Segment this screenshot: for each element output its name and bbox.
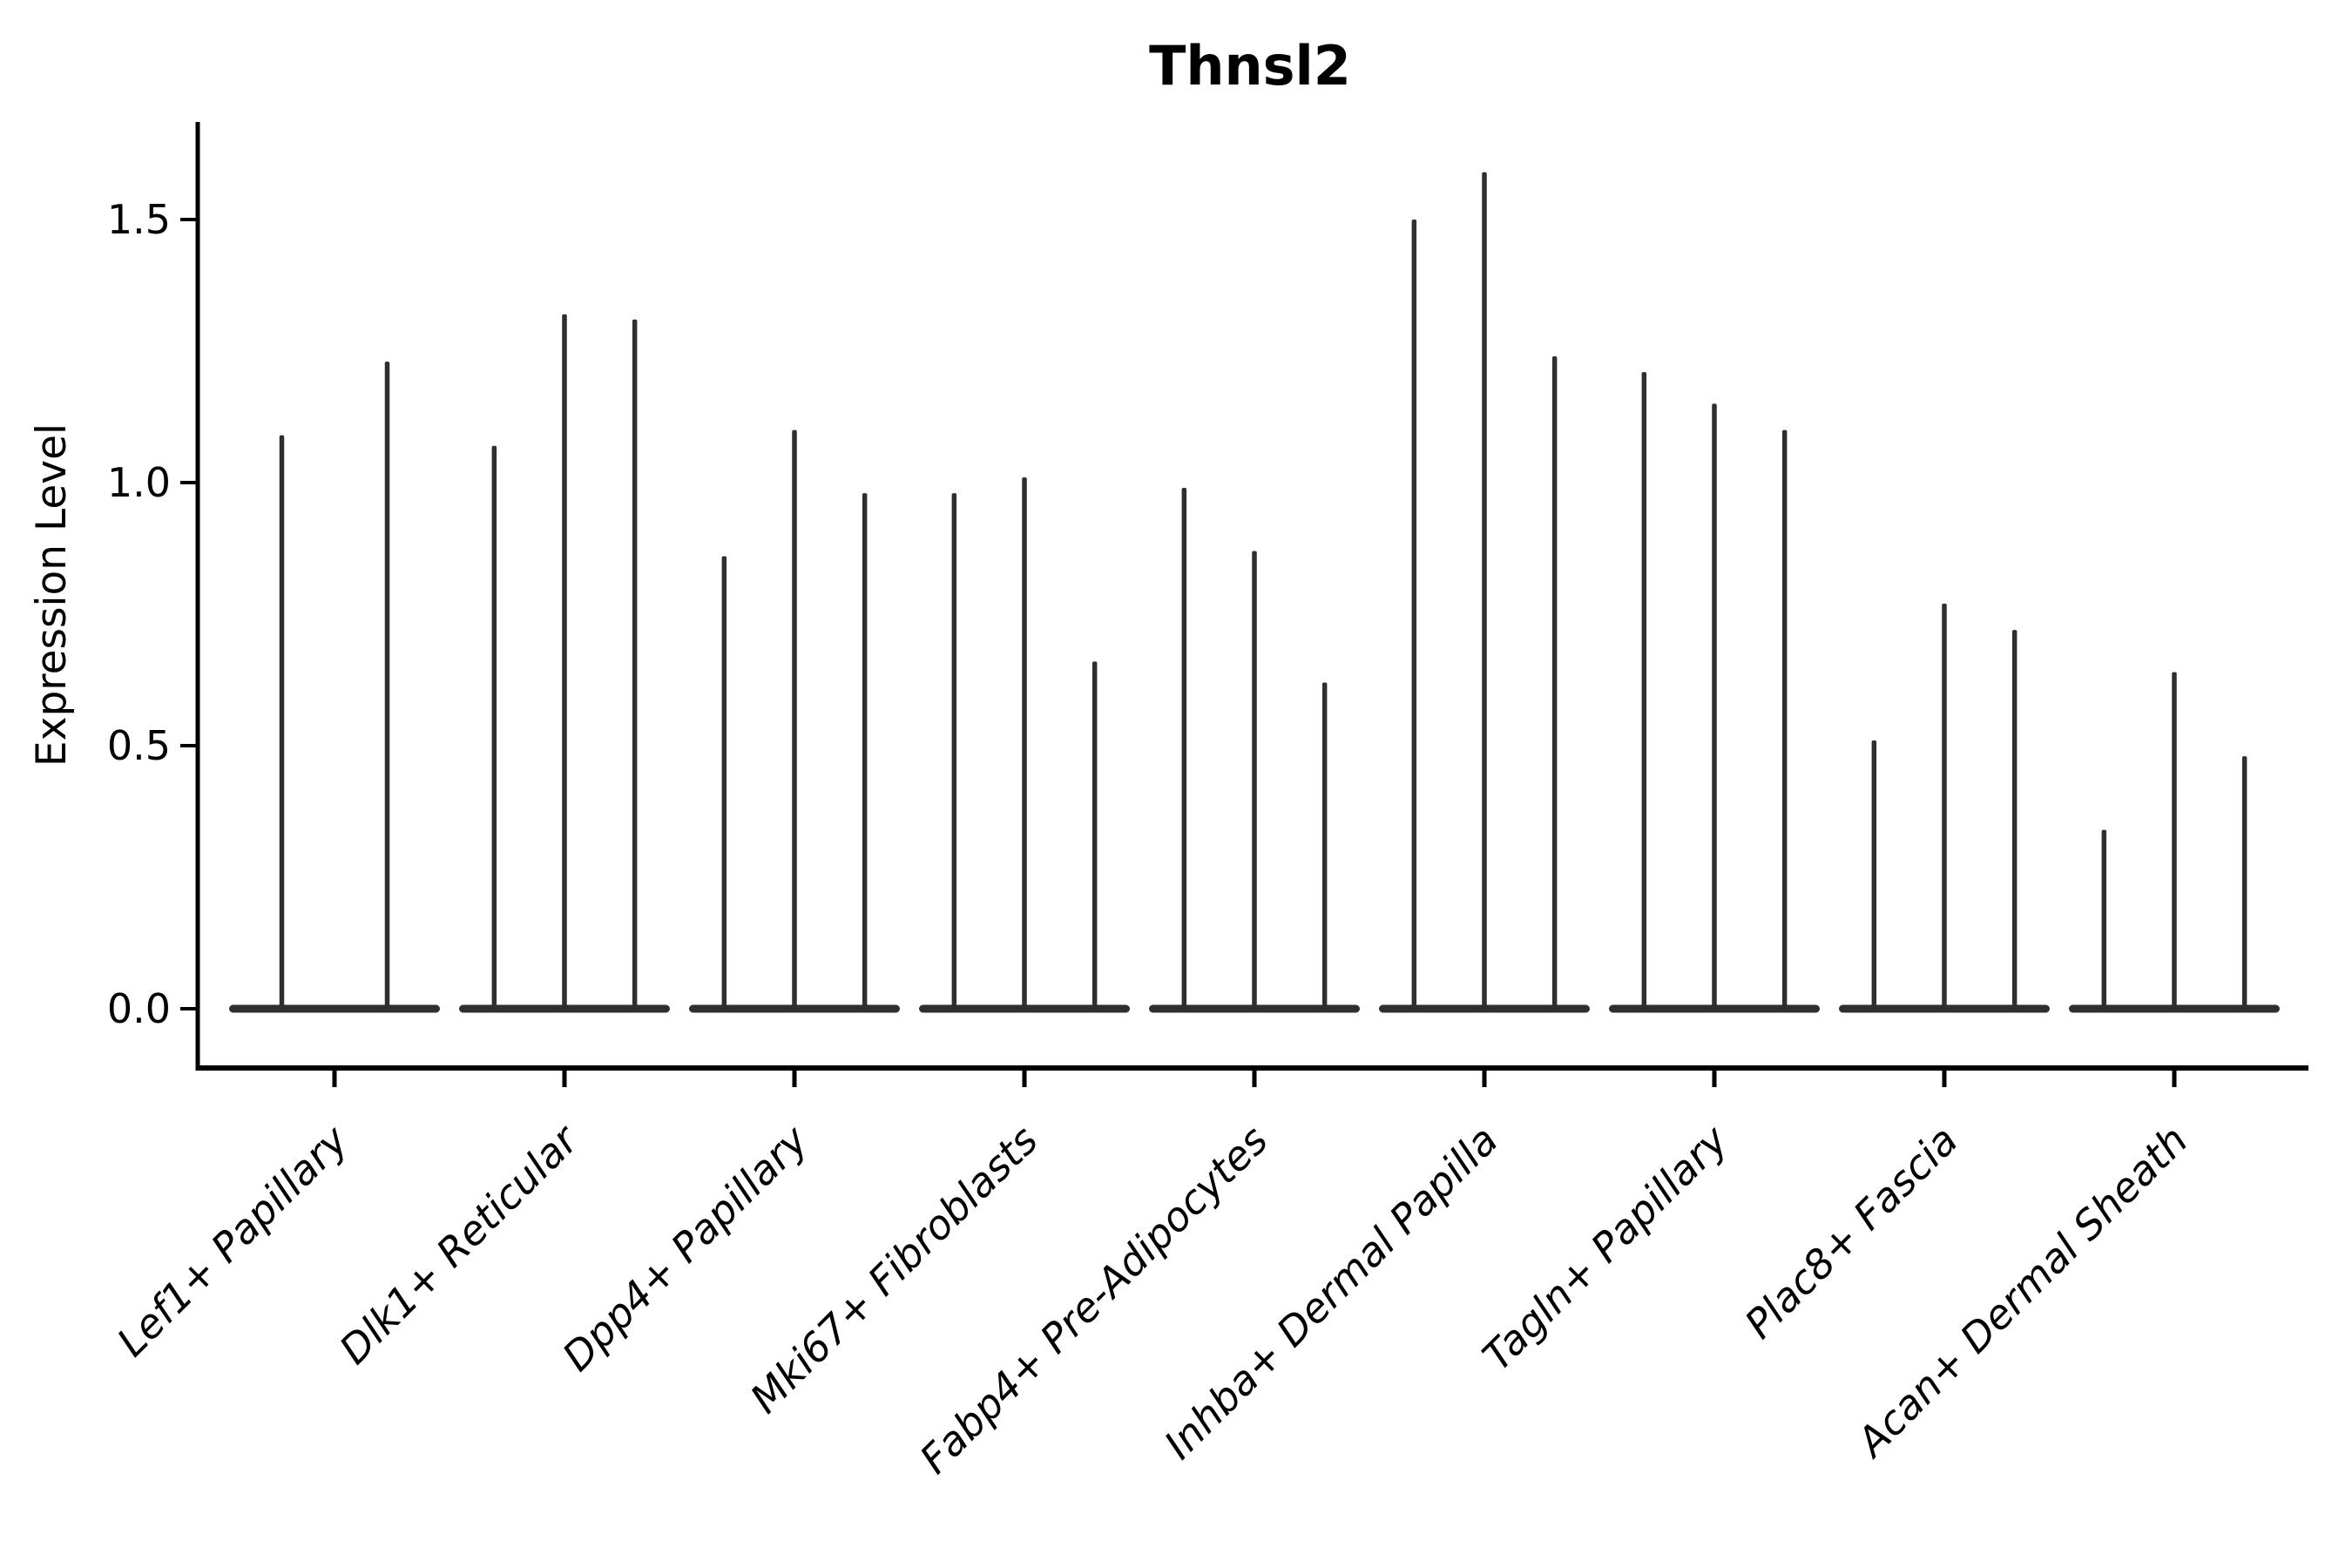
- violin-spike: [792, 429, 797, 1010]
- chart-title: Thnsl2: [1149, 34, 1351, 98]
- violin-spike: [384, 362, 390, 1010]
- violin-spike: [2011, 630, 2017, 1009]
- violin-spike: [2241, 756, 2247, 1009]
- violin-spike: [862, 493, 868, 1009]
- violin-spike: [1781, 429, 1788, 1010]
- x-tick-label: Plac8+ Fascia: [1735, 1117, 1966, 1348]
- violin-spike: [1022, 476, 1027, 1009]
- x-tick-label: Tagln+ Papillary: [1473, 1116, 1737, 1380]
- violin-spike: [1252, 551, 1257, 1009]
- violin-spike: [1641, 372, 1647, 1009]
- violin-spike: [279, 435, 285, 1009]
- violin-spike: [2172, 672, 2177, 1009]
- violin-spike: [491, 445, 497, 1010]
- violin-layer: [229, 172, 2280, 1013]
- violin-spike: [1321, 682, 1328, 1009]
- y-axis-label: Expression Level: [28, 423, 76, 767]
- violin-spike: [1712, 403, 1717, 1009]
- violin-spike: [951, 493, 957, 1009]
- violin-spike: [632, 319, 638, 1009]
- x-tick-label: Lef1+ Papillary: [108, 1116, 357, 1365]
- y-tick-label: 0.0: [107, 985, 171, 1032]
- violin-spike: [1092, 661, 1098, 1009]
- violin-spike: [721, 556, 727, 1009]
- violin-spike: [2101, 829, 2107, 1009]
- violin-spike: [1942, 603, 1947, 1009]
- x-tick-label: Dlk1+ Reticular: [330, 1114, 589, 1373]
- y-tick-label: 1.5: [107, 196, 171, 243]
- violin-base: [229, 1004, 440, 1013]
- violin-spike: [1871, 740, 1877, 1009]
- violin-spike: [1551, 356, 1558, 1009]
- violin-spike: [562, 314, 567, 1010]
- violin-spike: [1411, 220, 1417, 1009]
- y-tick-label: 0.5: [107, 722, 171, 769]
- y-tick-label: 1.0: [107, 459, 171, 506]
- violin-spike: [1181, 488, 1187, 1009]
- violin-spike: [1482, 172, 1487, 1009]
- x-tick-label: Dpp4+ Papillary: [553, 1116, 817, 1380]
